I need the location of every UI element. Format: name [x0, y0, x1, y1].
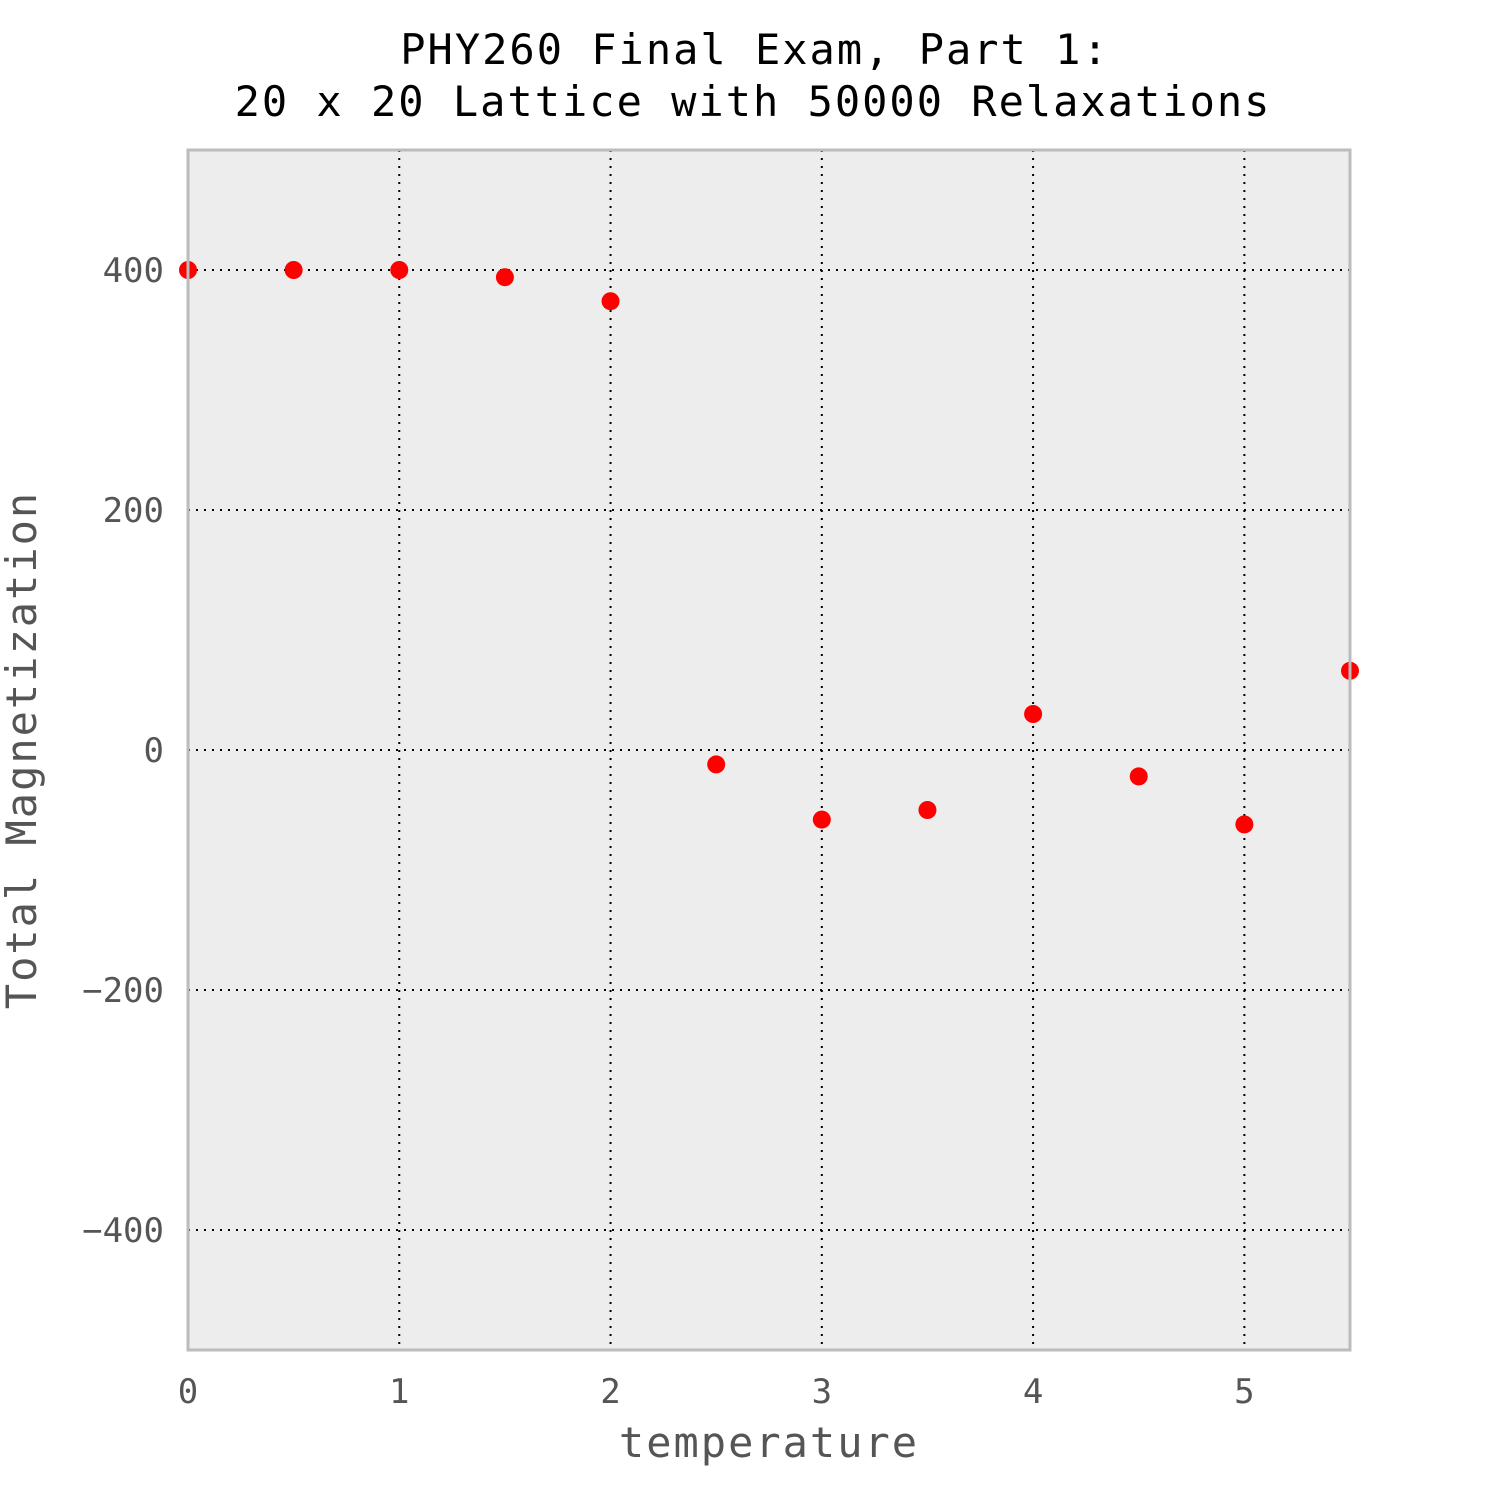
x-tick-label: 4 — [1023, 1372, 1043, 1412]
y-tick-label: 200 — [103, 491, 164, 531]
y-tick-label: −400 — [82, 1211, 164, 1251]
y-tick-label: −200 — [82, 971, 164, 1011]
data-point — [707, 755, 726, 774]
x-tick-label: 1 — [389, 1372, 409, 1412]
data-point — [918, 801, 937, 819]
data-point — [390, 261, 409, 279]
x-tick-label: 0 — [178, 1372, 198, 1412]
data-point — [812, 810, 831, 829]
y-tick-labels: −400 −200 0 200 400 — [82, 251, 164, 1251]
x-tick-label: 3 — [812, 1372, 832, 1412]
data-point — [1024, 705, 1043, 723]
data-points — [179, 261, 1359, 834]
y-tick-label: 0 — [144, 731, 164, 771]
x-tick-labels: 0 1 2 3 4 5 — [178, 1372, 1255, 1412]
y-tick-label: 400 — [103, 251, 164, 291]
grid-lines — [187, 150, 1350, 1350]
data-point — [495, 268, 514, 287]
chart-title-line-2: 20 x 20 Lattice with 50000 Relaxations — [235, 77, 1272, 126]
x-tick-label: 2 — [600, 1372, 620, 1412]
x-tick-label: 5 — [1234, 1372, 1254, 1412]
data-point — [1235, 815, 1254, 834]
data-point — [284, 261, 303, 279]
y-axis-label: Total Magnetization — [0, 491, 46, 1009]
plot-area — [188, 150, 1350, 1350]
chart-title-line-1: PHY260 Final Exam, Part 1: — [400, 25, 1109, 74]
plot-frame — [186, 148, 1352, 1352]
x-axis-label: temperature — [619, 1418, 919, 1467]
data-point — [601, 292, 620, 311]
data-point — [1129, 767, 1148, 786]
